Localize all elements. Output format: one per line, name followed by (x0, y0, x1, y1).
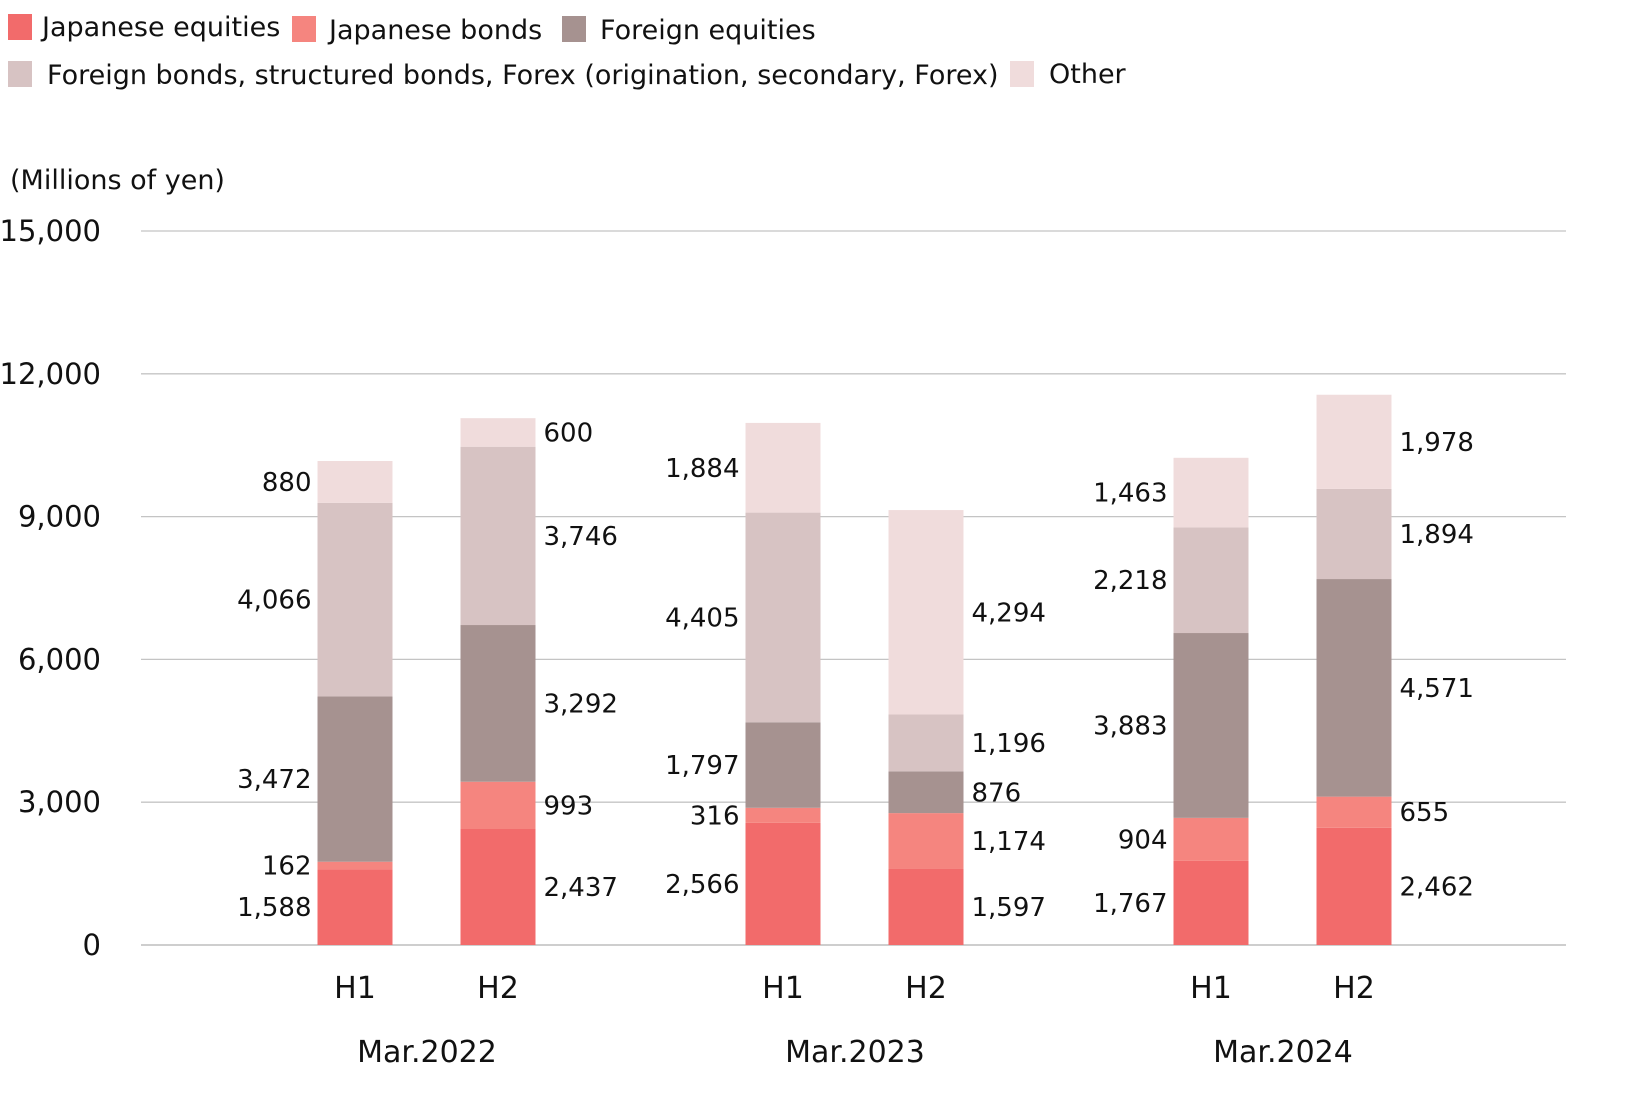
bar-segment-japanese-equities (1316, 827, 1392, 945)
data-label: 3,883 (1093, 711, 1167, 741)
data-label: 1,797 (665, 751, 739, 781)
data-label: 876 (972, 778, 1022, 808)
data-label: 316 (690, 801, 740, 831)
bar-segment-foreign-equities (317, 696, 393, 862)
legend-swatch (8, 61, 32, 87)
bar-segment-japanese-equities (317, 869, 393, 945)
data-label: 2,437 (544, 873, 618, 903)
x-tick-label: H1 (762, 971, 804, 1006)
bar-segment-foreign-bonds-structured-bonds-forex-origination-secondary-forex (1173, 527, 1249, 634)
legend-swatch (1010, 61, 1034, 87)
data-label: 904 (1118, 825, 1168, 855)
legend-swatch (562, 16, 586, 42)
legend-item-japanese-bonds: Japanese bonds (292, 15, 542, 46)
data-label: 655 (1400, 798, 1450, 828)
bar-segment-foreign-bonds-structured-bonds-forex-origination-secondary-forex (317, 502, 393, 697)
bar-segment-foreign-equities (460, 625, 536, 782)
x-axis-ticks: H1 H2 H1 H2 H1 H2 (334, 971, 1375, 1006)
legend-swatch (292, 16, 316, 42)
x-axis-groups: Mar.2022 Mar.2023 Mar.2024 (357, 1035, 1353, 1070)
data-label: 162 (262, 852, 312, 882)
legend-item-foreign-equities: Foreign equities (562, 15, 816, 46)
legend-label: Japanese equities (40, 12, 280, 43)
data-label: 2,566 (665, 870, 739, 900)
legend-label: Foreign bonds, structured bonds, Forex (… (47, 60, 999, 91)
bar-segment-other (460, 418, 536, 447)
data-label: 4,066 (237, 586, 311, 616)
legend: Japanese equities Japanese bonds Foreign e… (8, 12, 1127, 91)
bar-segment-foreign-bonds-structured-bonds-forex-origination-secondary-forex (888, 714, 964, 772)
bar-segment-japanese-bonds (460, 781, 536, 829)
data-label: 4,405 (665, 603, 739, 633)
data-labels: 1,588 162 3,472 4,066 880 2,437 993 3,292 3,746 6… (237, 418, 1474, 923)
y-axis-ticks: 0 3,000 6,000 9,000 12,000 15,000 (0, 214, 101, 962)
data-label: 4,294 (972, 598, 1046, 628)
data-label: 1,597 (972, 893, 1046, 923)
y-tick-label: 3,000 (18, 785, 101, 819)
data-label: 1,978 (1400, 428, 1474, 458)
bar-segment-japanese-bonds (888, 813, 964, 869)
bar-segment-other (888, 510, 964, 715)
bar-segment-japanese-bonds (1316, 796, 1392, 828)
bar-segment-foreign-bonds-structured-bonds-forex-origination-secondary-forex (460, 446, 536, 626)
data-label: 3,472 (237, 765, 311, 795)
legend-item-japanese-equities: Japanese equities (8, 12, 280, 43)
data-label: 1,588 (237, 893, 311, 923)
y-tick-label: 6,000 (18, 642, 101, 676)
legend-item-other: Other (1010, 59, 1127, 90)
data-label: 1,196 (972, 729, 1046, 759)
legend-label: Japanese bonds (327, 15, 542, 46)
bar-segment-other (317, 461, 393, 503)
x-tick-label: H1 (1190, 971, 1232, 1006)
bar-segment-japanese-bonds (745, 807, 821, 823)
y-tick-label: 15,000 (0, 214, 101, 248)
bar-segment-foreign-bonds-structured-bonds-forex-origination-secondary-forex (745, 512, 821, 723)
data-label: 1,767 (1093, 889, 1167, 919)
data-label: 2,218 (1093, 566, 1167, 596)
bar-segment-other (1316, 394, 1392, 489)
data-label: 993 (544, 791, 594, 821)
bar-segment-japanese-equities (888, 868, 964, 945)
bar-segment-japanese-bonds (1173, 817, 1249, 861)
x-group-label: Mar.2024 (1213, 1035, 1353, 1070)
data-label: 880 (262, 468, 312, 498)
bar-segment-japanese-equities (1173, 860, 1249, 945)
data-label: 3,292 (544, 689, 618, 719)
x-tick-label: H2 (1333, 971, 1375, 1006)
bar-segment-japanese-equities (745, 822, 821, 945)
y-tick-label: 9,000 (18, 500, 101, 534)
legend-label: Foreign equities (600, 15, 816, 46)
data-label: 1,463 (1093, 479, 1167, 509)
bar-segment-other (1173, 457, 1249, 528)
data-label: 3,746 (544, 522, 618, 552)
x-group-label: Mar.2023 (785, 1035, 925, 1070)
bar-segment-japanese-equities (460, 828, 536, 945)
bar-segment-japanese-bonds (317, 861, 393, 870)
data-label: 600 (544, 418, 594, 448)
bar-segment-foreign-equities (1316, 579, 1392, 797)
bar-segment-other (745, 422, 821, 513)
legend-item-foreign-bonds-structured-bonds-forex-origination-secondary-forex: Foreign bonds, structured bonds, Forex (… (8, 60, 999, 91)
data-label: 4,571 (1400, 674, 1474, 704)
data-label: 1,884 (665, 454, 739, 484)
x-tick-label: H2 (905, 971, 947, 1006)
data-label: 1,894 (1400, 520, 1474, 550)
bar-segment-foreign-equities (888, 771, 964, 814)
x-group-label: Mar.2022 (357, 1035, 497, 1070)
bar-segment-foreign-equities (1173, 633, 1249, 818)
legend-label: Other (1049, 59, 1127, 90)
x-tick-label: H2 (477, 971, 519, 1006)
data-label: 1,174 (972, 827, 1046, 857)
bars (317, 394, 1392, 945)
bar-segment-foreign-equities (745, 722, 821, 808)
legend-swatch (8, 14, 32, 40)
y-axis-unit-label: (Millions of yen) (10, 165, 225, 196)
bar-segment-foreign-bonds-structured-bonds-forex-origination-secondary-forex (1316, 488, 1392, 580)
y-tick-label: 0 (83, 928, 101, 962)
y-tick-label: 12,000 (0, 357, 101, 391)
data-label: 2,462 (1400, 872, 1474, 902)
x-tick-label: H1 (334, 971, 376, 1006)
